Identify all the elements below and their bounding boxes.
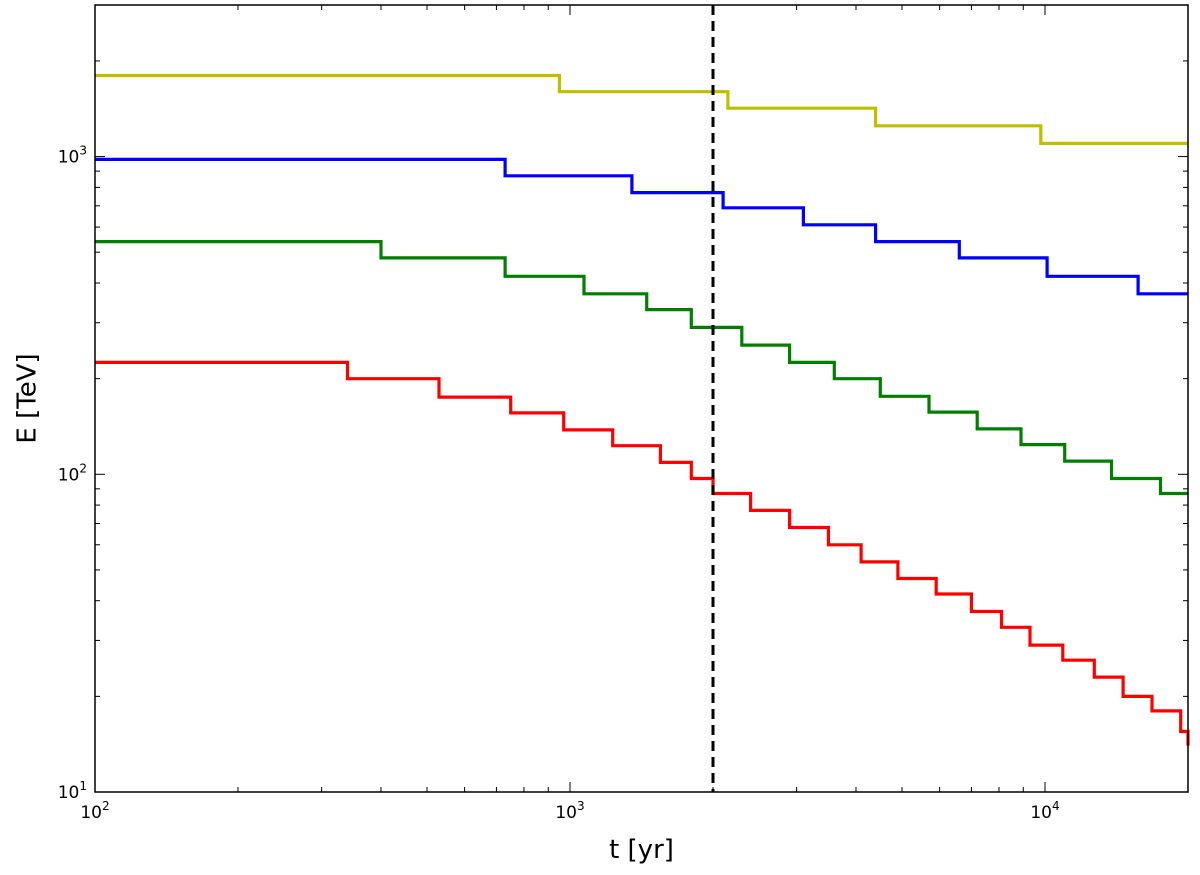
x-axis-label: t [yr]: [609, 835, 674, 865]
plot-frame: [94, 4, 1189, 793]
x-tick-label: 102: [80, 799, 109, 823]
x-tick-label: 104: [1030, 799, 1059, 823]
series-line-3: [95, 240, 1188, 496]
series-layer: [95, 73, 1190, 746]
y-axis-label: E [TeV]: [13, 353, 43, 443]
series-line-2: [95, 157, 1188, 296]
y-tick-label: 101: [58, 779, 87, 803]
x-tick-label: 103: [555, 799, 584, 823]
y-tick-label: 102: [58, 461, 87, 485]
series-line-1: [95, 73, 1188, 145]
series-line-4: [95, 360, 1190, 746]
y-tick-label: 103: [58, 144, 87, 168]
